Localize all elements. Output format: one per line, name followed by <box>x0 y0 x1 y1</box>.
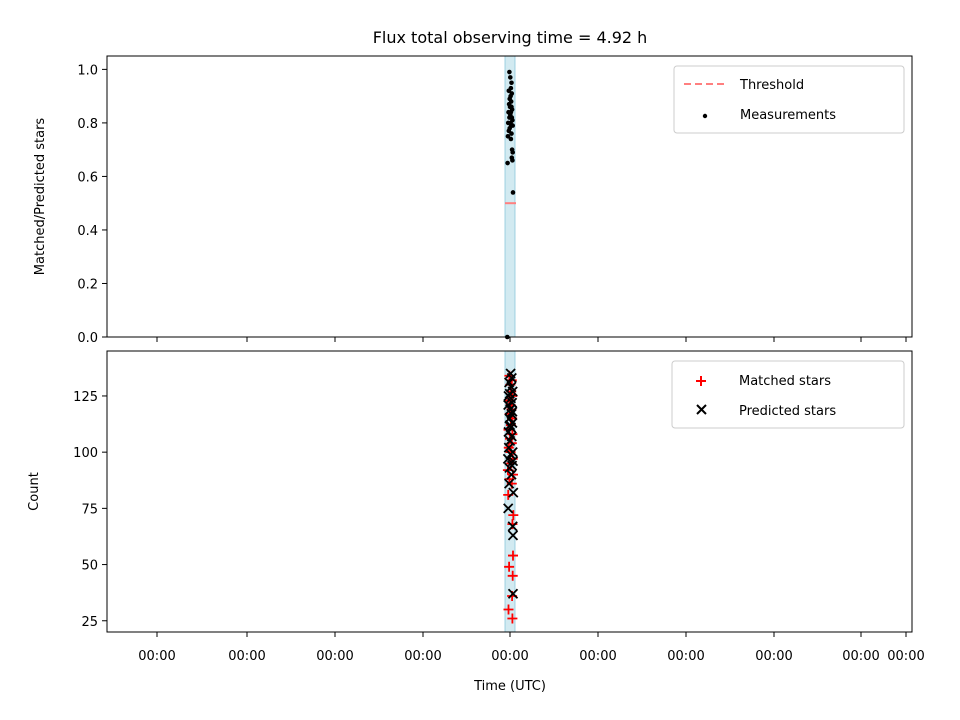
predicted-legend-label: Predicted stars <box>739 404 836 419</box>
bot-y-tick-label: 25 <box>81 615 98 630</box>
x-tick-label: 00:00 <box>228 649 265 664</box>
predicted-star-point <box>503 503 514 514</box>
matched-star-point <box>503 604 514 615</box>
matched-star-point <box>504 561 515 572</box>
measurement-point <box>505 160 510 166</box>
matched-star-point <box>508 510 519 521</box>
x-tick-label: 00:00 <box>138 649 175 664</box>
predicted-star-point <box>508 487 519 498</box>
measurement-point <box>510 150 515 155</box>
measurements-legend-marker <box>702 113 708 119</box>
ratio-x-ticks <box>156 337 907 342</box>
matched-legend-marker <box>696 376 706 386</box>
ratio-legend-box <box>673 65 905 134</box>
ratio-legend: Threshold Measurements <box>673 65 905 134</box>
predicted-star-point <box>503 390 514 402</box>
predicted-legend-marker <box>696 404 707 415</box>
predicted-star-point <box>504 462 515 474</box>
matched-star-point <box>508 550 518 561</box>
x-tick-label: 00:00 <box>316 649 353 664</box>
measurement-point <box>510 123 515 128</box>
bot-y-tick-label: 50 <box>81 559 98 574</box>
bot-y-tick-label: 75 <box>81 502 98 517</box>
measurement-point <box>507 69 512 75</box>
top-y-tick-label: 0.8 <box>77 117 98 132</box>
x-tick-label: 00:00 <box>579 649 616 664</box>
predicted-star-point <box>505 368 516 379</box>
measurement-point <box>510 190 516 195</box>
count-marks <box>502 368 519 624</box>
measurement-point <box>506 88 512 94</box>
ratio-panel: 0.0 0.2 0.4 0.6 0.8 1.0 Matched/Predicted sta… <box>33 55 913 346</box>
matched-legend-label: Matched stars <box>739 374 831 389</box>
x-tick-label: 00:00 <box>667 649 704 664</box>
predicted-star-point <box>507 406 518 417</box>
threshold-legend-label: Threshold <box>739 78 804 93</box>
x-tick-label: 00:00 <box>755 649 792 664</box>
predicted-star-point <box>507 456 519 467</box>
count-x-ticks: 00:00 00:00 00:00 00:00 00:00 00:00 00:00 00:00… <box>138 632 925 664</box>
count-legend-box <box>671 360 905 429</box>
x-tick-label: 00:00 <box>404 649 441 664</box>
x-tick-label: 00:00 <box>887 649 924 664</box>
x-tick-label: 00:00 <box>491 649 528 664</box>
bot-y-tick-label: 125 <box>73 390 98 405</box>
predicted-star-point <box>507 588 519 599</box>
count-y-ticks: 25 50 75 100 125 <box>73 390 107 630</box>
chart-title: Flux total observing time = 4.92 h <box>373 28 648 47</box>
count-y-axis-label: Count <box>27 472 42 511</box>
ratio-y-ticks: 0.0 0.2 0.4 0.6 0.8 1.0 <box>77 63 107 346</box>
top-y-tick-label: 0.2 <box>77 277 98 292</box>
measurements-legend-label: Measurements <box>740 108 836 123</box>
top-y-tick-label: 0.0 <box>77 331 98 346</box>
count-legend: Matched stars Predicted stars <box>671 360 905 429</box>
predicted-star-point <box>507 521 518 532</box>
measurement-point <box>508 75 513 80</box>
matched-star-point <box>507 613 518 624</box>
bot-y-tick-label: 100 <box>73 446 98 461</box>
top-y-tick-label: 1.0 <box>77 63 98 78</box>
top-y-tick-label: 0.4 <box>77 224 98 239</box>
predicted-star-point <box>507 530 519 541</box>
matched-star-point <box>507 570 518 581</box>
predicted-star-point <box>504 420 516 431</box>
x-axis-label: Time (UTC) <box>473 679 546 694</box>
measurement-point <box>509 131 514 136</box>
ratio-axes-frame <box>106 55 913 338</box>
ratio-y-axis-label: Matched/Predicted stars <box>33 118 48 276</box>
measurement-point <box>508 136 514 142</box>
measurement-point <box>505 133 511 139</box>
predicted-star-point <box>503 478 515 489</box>
ratio-marks <box>505 69 516 340</box>
measurement-point <box>510 158 515 163</box>
predicted-star-point <box>507 447 518 458</box>
predicted-star-point <box>506 469 517 480</box>
count-axes-frame <box>106 350 913 633</box>
measurement-point <box>509 80 514 86</box>
x-tick-label: 00:00 <box>842 649 879 664</box>
top-y-tick-label: 0.6 <box>77 170 98 185</box>
